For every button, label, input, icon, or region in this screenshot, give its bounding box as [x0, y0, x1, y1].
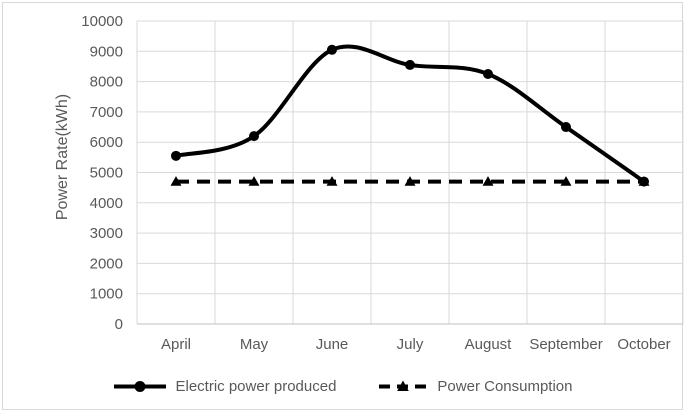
- y-axis-tick-label: 3000: [90, 225, 123, 242]
- y-axis-tick-label: 1000: [90, 286, 123, 303]
- y-axis-tick-label: 4000: [90, 195, 123, 212]
- legend-label-electric-power-produced: Electric power produced: [175, 377, 337, 395]
- y-axis-tick-label: 10000: [81, 13, 123, 30]
- data-point-triangle-power-consumption: [170, 176, 182, 186]
- x-axis-label: September: [529, 336, 602, 353]
- data-point-triangle-power-consumption: [482, 176, 494, 186]
- dashed-line-triangle-marker-icon: [379, 380, 428, 391]
- data-point-circle-electric-power-produced: [171, 150, 181, 161]
- x-axis-label: June: [316, 336, 349, 353]
- legend-label-power-consumption: Power Consumption: [437, 377, 573, 395]
- data-point-circle-electric-power-produced: [639, 176, 649, 187]
- y-axis-tick-label: 6000: [90, 134, 123, 151]
- y-axis-tick-label: 7000: [90, 104, 123, 121]
- y-axis-title: Power Rate(kWh): [54, 93, 71, 221]
- data-point-circle-electric-power-produced: [561, 122, 571, 133]
- data-point-triangle-power-consumption: [248, 176, 260, 186]
- x-axis-label: April: [161, 336, 191, 353]
- legend-item-power-consumption: Power Consumption: [378, 377, 573, 395]
- solid-line-circle-marker-icon: [113, 380, 166, 392]
- y-axis-tick-label: 0: [115, 316, 123, 333]
- data-point-circle-electric-power-produced: [249, 131, 259, 142]
- legend: Electric power produced Power Consumptio…: [0, 373, 685, 399]
- x-axis-label: August: [465, 336, 513, 353]
- y-axis-tick-label: 5000: [90, 165, 123, 182]
- data-point-triangle-power-consumption: [326, 176, 338, 186]
- x-axis-label: October: [617, 336, 670, 353]
- y-axis-tick-label: 2000: [90, 255, 123, 272]
- data-point-triangle-power-consumption: [560, 176, 572, 186]
- x-axis-label: May: [240, 336, 269, 353]
- y-axis-tick-label: 9000: [90, 43, 123, 60]
- data-point-circle-electric-power-produced: [483, 69, 493, 80]
- data-point-circle-electric-power-produced: [327, 44, 337, 55]
- legend-item-electric-power-produced: Electric power produced: [113, 377, 337, 395]
- y-axis-tick-label: 8000: [90, 74, 123, 91]
- data-point-triangle-power-consumption: [404, 176, 416, 186]
- data-point-circle-electric-power-produced: [405, 59, 415, 70]
- x-axis-label: July: [397, 336, 424, 353]
